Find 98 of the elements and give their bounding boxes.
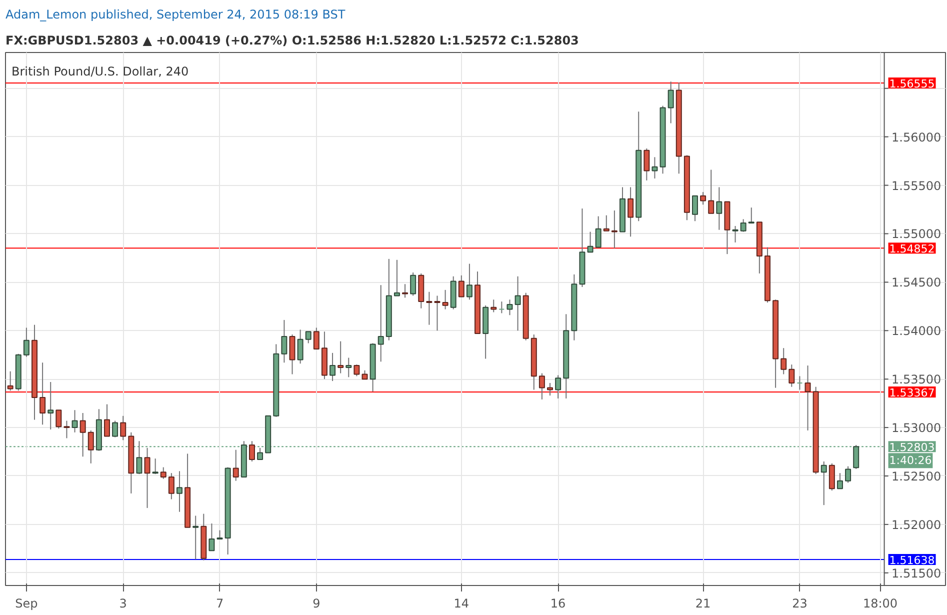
candlestick bbox=[668, 81, 674, 124]
candlestick bbox=[330, 352, 336, 382]
candlestick bbox=[820, 460, 827, 506]
candlestick bbox=[168, 472, 174, 500]
candlestick bbox=[112, 420, 118, 438]
y-tick-label: 1.53000 bbox=[892, 421, 942, 436]
candlestick bbox=[732, 225, 738, 243]
candlestick bbox=[587, 231, 594, 253]
candlestick bbox=[538, 372, 545, 400]
candlestick bbox=[466, 263, 472, 300]
candlestick bbox=[740, 218, 746, 232]
candlestick bbox=[7, 370, 14, 392]
y-tick-label: 1.55500 bbox=[892, 178, 942, 193]
candlestick bbox=[88, 430, 94, 464]
y-tick-label: 1.56000 bbox=[892, 130, 942, 144]
x-tick-label: 23 bbox=[792, 596, 808, 610]
candlestick bbox=[346, 357, 352, 378]
y-tick-label: 1.53500 bbox=[892, 372, 942, 387]
candlestick bbox=[176, 470, 182, 512]
candlestick bbox=[644, 148, 650, 181]
candlestick bbox=[104, 404, 110, 437]
candlestick bbox=[338, 340, 344, 374]
candlestick bbox=[628, 186, 634, 238]
candlestick bbox=[297, 329, 304, 364]
text: 1:40:26 bbox=[889, 454, 932, 468]
candlestick bbox=[281, 319, 288, 364]
candlestick bbox=[378, 284, 384, 362]
x-tick-label: 9 bbox=[312, 596, 320, 610]
candlestick bbox=[506, 299, 513, 316]
candlestick bbox=[490, 299, 497, 313]
x-tick-label: 16 bbox=[550, 596, 566, 610]
ref-line-label: 1.54852 bbox=[889, 242, 935, 256]
x-tick-label: 14 bbox=[454, 596, 470, 610]
candlestick bbox=[305, 331, 312, 344]
chart-title: Adam_Lemon published, September 24, 2015 08:19 BST bbox=[6, 8, 346, 22]
y-tick-label: 1.51500 bbox=[892, 566, 942, 580]
candlestick bbox=[796, 376, 803, 390]
candlestick bbox=[192, 515, 199, 560]
candlestick bbox=[257, 447, 264, 460]
x-tick-label: 7 bbox=[216, 596, 224, 610]
candlestick bbox=[40, 362, 46, 426]
candlestick bbox=[208, 522, 215, 552]
candlestick bbox=[547, 382, 554, 396]
candlestick bbox=[354, 364, 360, 377]
candlestick bbox=[804, 365, 811, 431]
candlestick bbox=[394, 259, 400, 296]
chart-subtitle: FX:GBPUSD1.52803 ▲ +0.00419 (+0.27%) O:1.52586 H:1.52820 L:1.52572 C:1.52803 bbox=[6, 34, 579, 48]
candlestick bbox=[458, 274, 464, 298]
candlestick bbox=[426, 291, 432, 326]
ref-line-label: 1.53367 bbox=[889, 386, 935, 400]
candlestick bbox=[120, 415, 126, 441]
candlestick bbox=[716, 186, 722, 230]
candlestick bbox=[603, 214, 610, 232]
candlestick bbox=[64, 420, 70, 439]
candlestick bbox=[780, 348, 787, 375]
candlestick bbox=[48, 381, 54, 430]
annotation: British Pound/U.S. Dollar, 240 bbox=[12, 64, 189, 78]
candlestick bbox=[836, 472, 843, 490]
candlestick bbox=[313, 327, 320, 350]
candlestick bbox=[708, 169, 714, 214]
candlestick bbox=[402, 284, 408, 298]
candlestick bbox=[595, 216, 602, 248]
x-tick-label: 3 bbox=[119, 596, 127, 610]
candlestick bbox=[23, 327, 30, 358]
candlestick bbox=[152, 458, 158, 475]
y-tick-label: 1.54000 bbox=[892, 324, 942, 338]
candlestick bbox=[80, 412, 86, 458]
x-tick-label: 18:00 bbox=[862, 596, 898, 610]
candlestick bbox=[700, 192, 706, 206]
candlestick bbox=[652, 156, 658, 179]
x-tick-label: Sep bbox=[15, 596, 38, 610]
candlestick bbox=[611, 210, 618, 249]
y-tick-label: 1.52000 bbox=[892, 518, 942, 532]
candlestick bbox=[232, 449, 239, 482]
candlestick bbox=[748, 207, 754, 224]
candlestick bbox=[442, 289, 448, 310]
candlestick bbox=[410, 272, 416, 296]
candlestick bbox=[788, 364, 795, 388]
candlestick bbox=[248, 440, 255, 462]
ref-line-label: 1.51638 bbox=[889, 554, 935, 568]
candlestick bbox=[160, 466, 166, 480]
candlestick bbox=[72, 410, 78, 433]
candlestick bbox=[828, 462, 835, 492]
candlestick bbox=[289, 334, 296, 375]
x-tick-label: 21 bbox=[695, 596, 711, 610]
candlestick bbox=[555, 374, 562, 399]
candlestick bbox=[498, 301, 505, 314]
candlestick bbox=[514, 276, 521, 332]
candlestick bbox=[845, 466, 852, 484]
candlestick bbox=[56, 410, 62, 430]
ref-line-label: 1.56555 bbox=[889, 78, 935, 91]
y-tick-label: 1.54500 bbox=[892, 276, 942, 290]
y-tick-label: 1.55000 bbox=[892, 227, 942, 242]
candlestick bbox=[434, 295, 440, 332]
y-tick-label: 1.52500 bbox=[892, 469, 942, 484]
candlestick bbox=[692, 195, 698, 222]
candlestick bbox=[144, 447, 150, 508]
ref-line-label: 1.52803 bbox=[889, 441, 935, 454]
